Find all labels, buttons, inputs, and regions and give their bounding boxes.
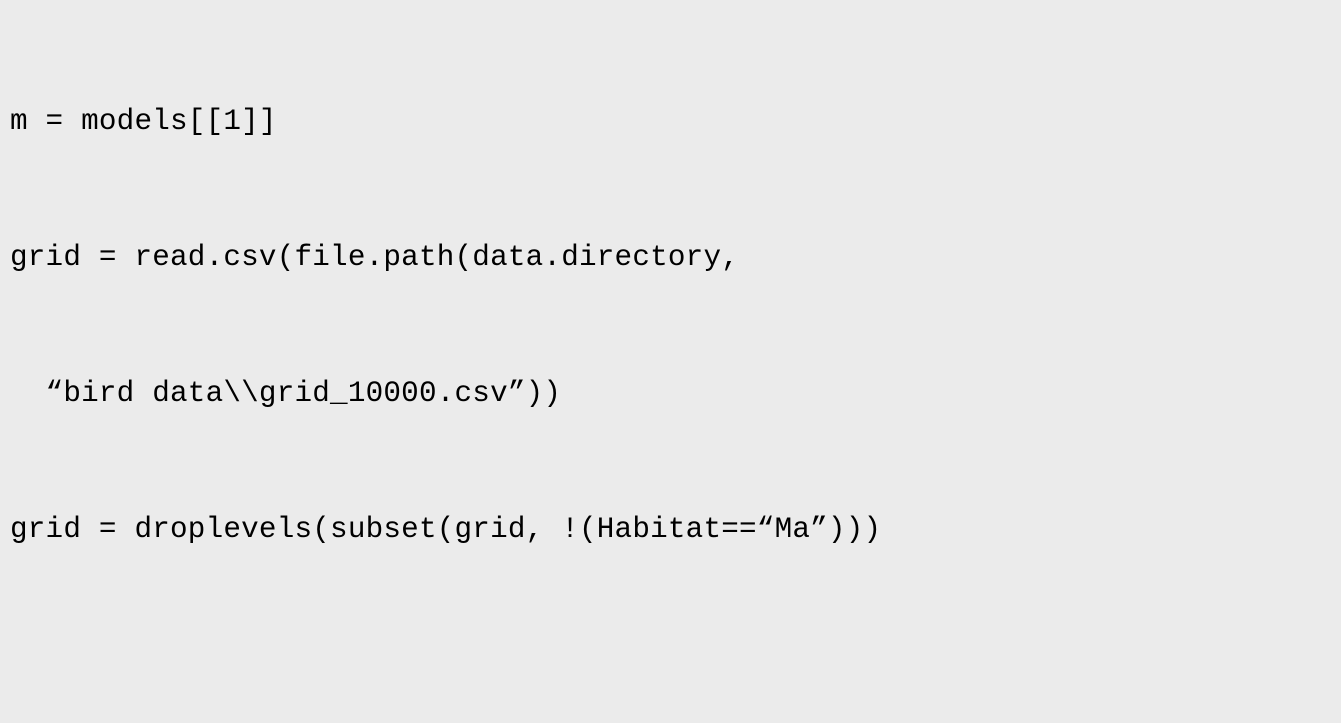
code-line: grid = droplevels(subset(grid, !(Habitat… — [10, 507, 1331, 552]
code-line: m = models[[1]] — [10, 99, 1331, 144]
code-line — [10, 644, 1331, 689]
code-block: m = models[[1]] grid = read.csv(file.pat… — [10, 8, 1331, 723]
code-line: grid = read.csv(file.path(data.directory… — [10, 235, 1331, 280]
code-line: “bird data\\grid_10000.csv”)) — [10, 371, 1331, 416]
